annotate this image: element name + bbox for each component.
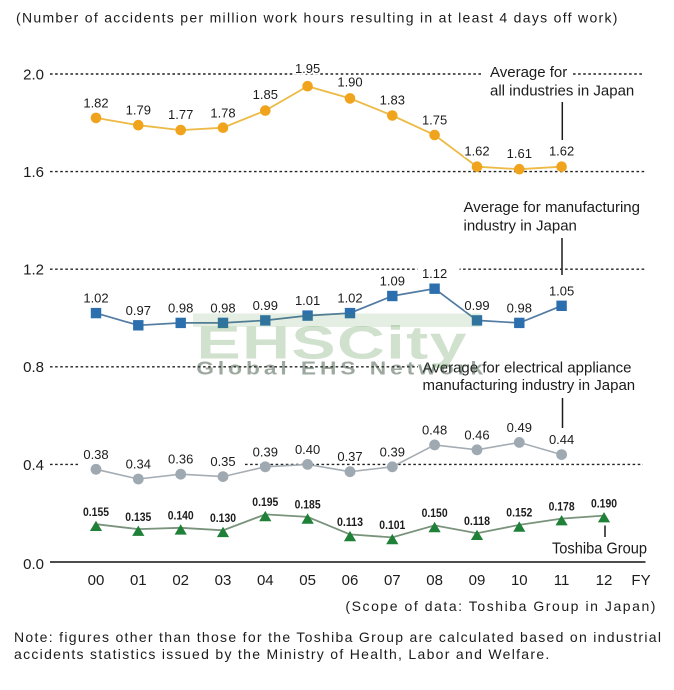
- svg-text:0.97: 0.97: [126, 303, 151, 318]
- svg-text:1.78: 1.78: [210, 105, 235, 120]
- svg-text:1.83: 1.83: [380, 93, 405, 108]
- svg-text:0.152: 0.152: [506, 506, 532, 520]
- svg-text:all industries in Japan: all industries in Japan: [490, 83, 634, 100]
- svg-text:1.90: 1.90: [337, 74, 362, 89]
- svg-text:0.140: 0.140: [168, 509, 194, 523]
- svg-text:manufacturing industry in Japa: manufacturing industry in Japan: [423, 377, 636, 394]
- svg-text:1.62: 1.62: [464, 144, 489, 159]
- svg-text:1.82: 1.82: [83, 95, 108, 110]
- svg-text:0.155: 0.155: [83, 505, 109, 519]
- svg-text:04: 04: [257, 572, 274, 589]
- svg-text:2.0: 2.0: [23, 66, 44, 83]
- svg-text:accidents statistics issued by: accidents statistics issued by the Minis…: [14, 646, 551, 662]
- svg-text:01: 01: [130, 572, 147, 589]
- svg-text:08: 08: [426, 572, 443, 589]
- svg-text:0.130: 0.130: [210, 511, 236, 525]
- svg-text:0.190: 0.190: [591, 496, 617, 510]
- svg-text:Global EHS Network: Global EHS Network: [196, 359, 487, 380]
- svg-text:0.178: 0.178: [549, 499, 575, 513]
- svg-text:05: 05: [299, 572, 316, 589]
- svg-text:1.2: 1.2: [23, 262, 44, 279]
- svg-text:0.118: 0.118: [464, 514, 490, 528]
- svg-text:0.195: 0.195: [252, 495, 278, 509]
- svg-text:1.12: 1.12: [422, 266, 447, 281]
- svg-text:1.85: 1.85: [253, 87, 278, 102]
- svg-text:1.75: 1.75: [422, 113, 447, 128]
- svg-text:03: 03: [215, 572, 232, 589]
- svg-text:Toshiba Group: Toshiba Group: [552, 541, 647, 558]
- svg-text:0.135: 0.135: [125, 510, 151, 524]
- svg-text:0.48: 0.48: [422, 422, 447, 437]
- svg-text:industry in Japan: industry in Japan: [464, 218, 577, 235]
- svg-text:0.40: 0.40: [295, 442, 320, 457]
- svg-text:0.44: 0.44: [549, 432, 574, 447]
- svg-text:1.95: 1.95: [295, 61, 320, 76]
- svg-text:02: 02: [172, 572, 189, 589]
- svg-text:1.79: 1.79: [126, 103, 151, 118]
- svg-text:1.05: 1.05: [549, 283, 574, 298]
- svg-text:1.6: 1.6: [23, 164, 44, 181]
- svg-text:09: 09: [469, 572, 486, 589]
- svg-text:06: 06: [342, 572, 359, 589]
- svg-text:Average for manufacturing: Average for manufacturing: [464, 199, 641, 216]
- svg-text:EHSCity: EHSCity: [197, 317, 468, 369]
- svg-text:0.36: 0.36: [168, 452, 193, 467]
- svg-text:1.61: 1.61: [507, 146, 532, 161]
- svg-text:FY: FY: [631, 572, 650, 589]
- svg-text:0.113: 0.113: [337, 515, 363, 529]
- svg-text:07: 07: [384, 572, 401, 589]
- svg-text:0.39: 0.39: [380, 444, 405, 459]
- svg-text:0.98: 0.98: [210, 300, 235, 315]
- svg-text:(Number of accidents per milli: (Number of accidents per million work ho…: [16, 10, 619, 26]
- svg-text:0.99: 0.99: [253, 298, 278, 313]
- svg-text:0.37: 0.37: [337, 449, 362, 464]
- svg-text:0.185: 0.185: [295, 498, 321, 512]
- svg-text:Average for electrical applian: Average for electrical appliance: [423, 360, 632, 377]
- svg-text:0.35: 0.35: [210, 454, 235, 469]
- svg-text:10: 10: [511, 572, 528, 589]
- svg-text:1.09: 1.09: [380, 274, 405, 289]
- svg-text:0.4: 0.4: [23, 457, 44, 474]
- svg-text:11: 11: [554, 572, 570, 589]
- svg-text:1.02: 1.02: [337, 291, 362, 306]
- svg-text:Note: figures other than those: Note: figures other than those for the T…: [14, 629, 662, 645]
- svg-text:0.8: 0.8: [23, 359, 44, 376]
- svg-text:0.98: 0.98: [168, 300, 193, 315]
- svg-text:00: 00: [88, 572, 105, 589]
- svg-text:0.46: 0.46: [464, 427, 489, 442]
- svg-text:1.77: 1.77: [168, 107, 193, 122]
- svg-text:0.39: 0.39: [253, 444, 278, 459]
- svg-text:0.34: 0.34: [126, 457, 151, 472]
- svg-text:0.49: 0.49: [507, 420, 532, 435]
- svg-text:0.99: 0.99: [464, 298, 489, 313]
- svg-text:12: 12: [596, 572, 613, 589]
- svg-text:0.0: 0.0: [23, 556, 44, 573]
- svg-text:Average for: Average for: [490, 64, 567, 81]
- svg-text:0.38: 0.38: [83, 447, 108, 462]
- svg-text:1.01: 1.01: [295, 293, 320, 308]
- svg-text:0.150: 0.150: [422, 506, 448, 520]
- svg-text:0.101: 0.101: [379, 518, 405, 532]
- svg-text:1.02: 1.02: [83, 291, 108, 306]
- svg-text:0.98: 0.98: [507, 300, 532, 315]
- svg-text:1.62: 1.62: [549, 144, 574, 159]
- svg-text:(Scope of data: Toshiba Group: (Scope of data: Toshiba Group in Japan): [345, 598, 657, 614]
